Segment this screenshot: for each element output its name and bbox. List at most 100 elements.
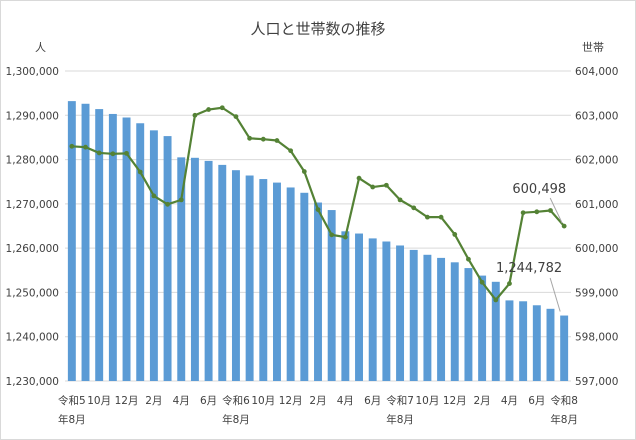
- population-bar: [560, 315, 569, 381]
- population-bar: [149, 130, 158, 381]
- households-point: [507, 281, 512, 286]
- households-point: [260, 136, 266, 142]
- x-tick-label: 令和7: [386, 394, 414, 407]
- x-tick-label: 12月: [279, 395, 303, 407]
- right-axis-unit: 世帯: [582, 41, 604, 54]
- households-point: [233, 114, 239, 120]
- x-tick-label: 12月: [443, 395, 467, 407]
- households-point: [370, 184, 376, 190]
- population-bar: [286, 187, 295, 381]
- chart-title: 人口と世帯数の推移: [250, 20, 385, 38]
- left-tick-label: 1,280,000: [6, 155, 59, 167]
- left-axis-ticks: 1,230,000 1,240,000 1,250,000 1,260,000 1,27…: [6, 66, 59, 388]
- left-tick-label: 1,300,000: [6, 66, 59, 78]
- x-tick-label-line2: 年8月: [550, 413, 578, 426]
- households-point: [192, 112, 198, 118]
- households-point: [493, 297, 499, 303]
- households-line: [69, 105, 567, 303]
- population-bar: [314, 202, 322, 381]
- households-point: [452, 232, 458, 237]
- left-tick-label: 1,260,000: [6, 243, 59, 255]
- x-tick-label: 10月: [251, 395, 275, 407]
- x-tick-label: 10月: [87, 395, 111, 407]
- right-tick-label: 601,000: [575, 199, 618, 211]
- households-point: [397, 197, 403, 203]
- population-bar: [163, 136, 172, 381]
- left-tick-label: 1,290,000: [6, 110, 59, 122]
- right-tick-label: 597,000: [575, 376, 618, 388]
- households-point: [165, 201, 170, 207]
- x-tick-label-line2: 年8月: [58, 413, 86, 426]
- x-tick-label: 12月: [115, 395, 139, 407]
- x-tick-label: 6月: [528, 395, 545, 407]
- households-point: [342, 234, 348, 240]
- x-tick-label: 令和8: [550, 394, 578, 407]
- households-point: [520, 210, 526, 216]
- population-bar: [231, 170, 240, 381]
- households-point: [151, 193, 157, 199]
- population-bar: [122, 117, 131, 381]
- population-bar: [491, 281, 500, 381]
- households-point: [69, 143, 75, 149]
- x-tick-label: 2月: [145, 395, 162, 407]
- population-bar: [532, 305, 541, 381]
- right-axis-ticks: 597,000 598,000 599,000 600,000 601,000 602,0…: [575, 66, 618, 388]
- households-point: [137, 169, 143, 175]
- population-bar: [382, 241, 391, 381]
- callouts: 1,244,782 600,498: [496, 182, 566, 312]
- population-bar: [300, 192, 309, 381]
- households-point: [466, 256, 471, 262]
- right-tick-label: 604,000: [575, 66, 618, 78]
- x-tick-label: 10月: [415, 395, 439, 407]
- households-point: [247, 135, 253, 141]
- x-tick-label: 4月: [173, 395, 190, 407]
- households-point: [383, 182, 389, 188]
- households-point: [315, 207, 321, 213]
- population-bar: [190, 157, 199, 381]
- population-bar: [327, 210, 336, 381]
- households-point: [96, 150, 102, 156]
- households-point: [425, 214, 430, 220]
- population-bar: [67, 101, 76, 381]
- right-tick-label: 600,000: [575, 243, 618, 255]
- households-point: [178, 197, 184, 203]
- population-bar: [396, 245, 405, 381]
- households-point: [356, 175, 362, 181]
- households-point: [288, 148, 294, 154]
- households-point: [124, 150, 129, 156]
- population-bar: [177, 157, 186, 381]
- population-bar: [108, 113, 117, 381]
- right-tick-label: 602,000: [575, 155, 618, 167]
- households-point: [479, 279, 485, 285]
- population-bar: [519, 301, 528, 381]
- right-tick-label: 599,000: [575, 287, 618, 299]
- population-bar: [437, 257, 446, 381]
- population-bar: [341, 231, 350, 381]
- households-point: [548, 208, 553, 213]
- bar-callout-leader: [549, 277, 561, 312]
- population-bar: [355, 233, 363, 381]
- population-bar: [245, 175, 254, 381]
- population-bar: [273, 182, 281, 381]
- households-point: [301, 169, 307, 174]
- x-tick-label: 2月: [309, 395, 326, 407]
- left-tick-label: 1,230,000: [6, 376, 59, 388]
- x-tick-label-line2: 年8月: [222, 413, 250, 426]
- left-tick-label: 1,250,000: [6, 287, 59, 299]
- population-bar: [464, 268, 473, 381]
- x-tick-label: 令和5: [58, 394, 86, 407]
- x-tick-label: 令和6: [222, 394, 250, 407]
- x-tick-label: 2月: [474, 395, 491, 407]
- households-point: [83, 144, 88, 150]
- left-tick-label: 1,240,000: [6, 332, 59, 344]
- households-point: [219, 105, 225, 111]
- households-point: [274, 138, 280, 143]
- left-tick-label: 1,270,000: [6, 199, 59, 211]
- x-tick-label-line2: 年8月: [386, 413, 414, 426]
- households-point: [206, 107, 211, 112]
- households-point: [534, 209, 540, 215]
- x-tick-label: 4月: [337, 395, 354, 407]
